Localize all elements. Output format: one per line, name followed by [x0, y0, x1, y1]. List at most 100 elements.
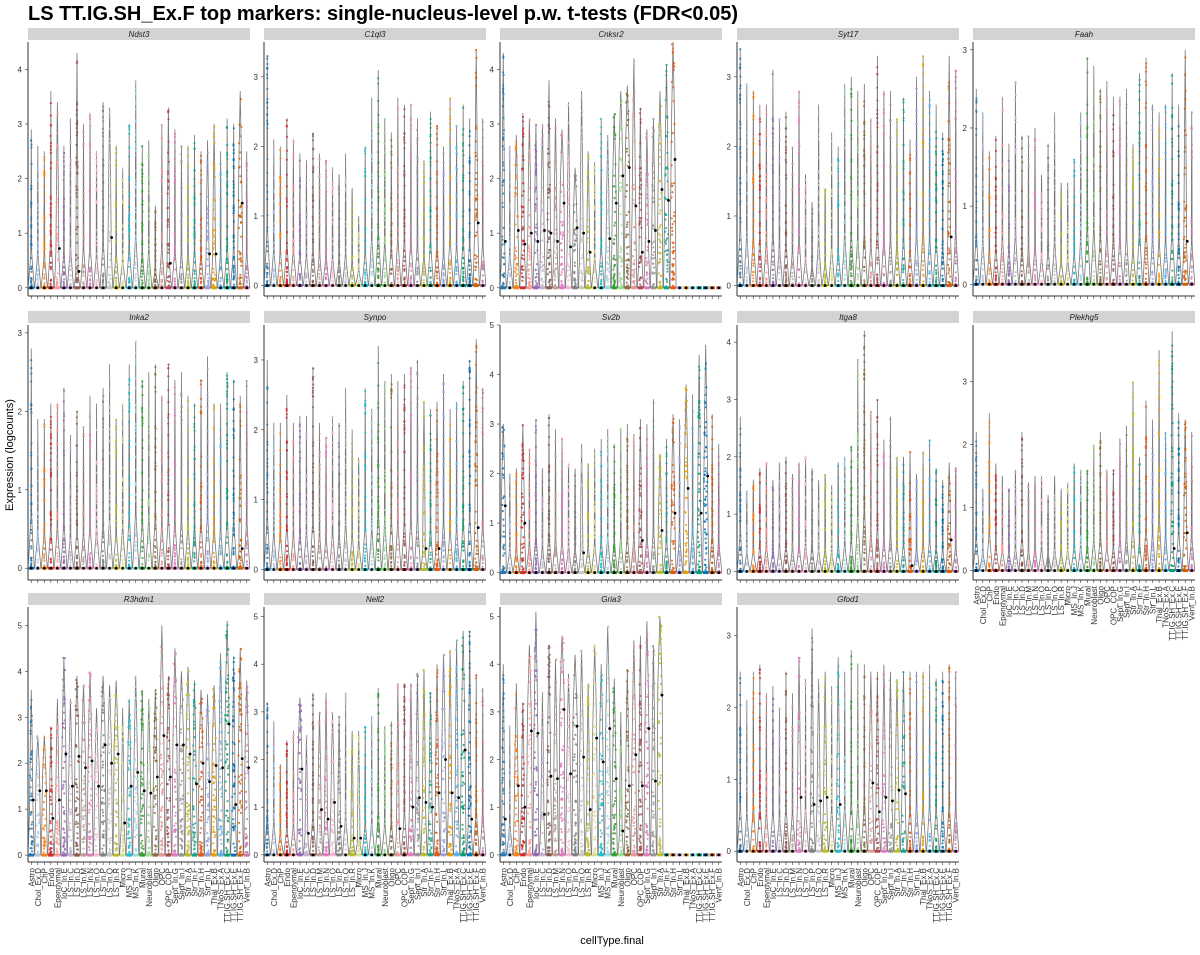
data-point: [778, 161, 780, 163]
data-point: [792, 205, 794, 207]
data-point: [403, 139, 405, 141]
data-point: [824, 268, 826, 270]
data-point: [233, 205, 235, 207]
data-point: [410, 244, 412, 246]
data-point: [135, 187, 137, 189]
data-point: [772, 274, 774, 276]
data-point: [772, 156, 774, 158]
data-point: [76, 62, 78, 64]
data-point: [843, 209, 845, 211]
data-point: [449, 259, 451, 261]
data-point: [462, 271, 464, 273]
data-point: [351, 278, 353, 280]
data-point: [233, 167, 235, 169]
data-point: [318, 276, 320, 278]
data-point: [529, 281, 531, 283]
data-point: [621, 186, 623, 188]
data-point: [75, 163, 77, 165]
data-point: [377, 245, 379, 247]
data-point: [371, 209, 373, 211]
data-point: [134, 236, 136, 238]
data-point: [89, 267, 91, 269]
data-point: [436, 196, 438, 198]
data-point: [416, 139, 418, 141]
data-point: [442, 264, 444, 266]
data-point: [220, 249, 222, 251]
data-point: [338, 269, 340, 271]
data-point: [752, 151, 754, 153]
median-point: [600, 286, 603, 289]
data-point: [266, 272, 268, 274]
median-point: [200, 286, 203, 289]
data-point: [70, 248, 72, 250]
data-point: [528, 269, 530, 271]
data-point: [547, 196, 549, 198]
data-point: [772, 201, 774, 203]
data-point: [135, 170, 137, 172]
data-point: [390, 193, 392, 195]
data-point: [292, 279, 294, 281]
data-point: [581, 210, 583, 212]
data-point: [529, 252, 531, 254]
data-point: [581, 228, 583, 230]
data-point: [568, 221, 570, 223]
data-point: [312, 133, 314, 135]
data-point: [455, 180, 457, 182]
data-point: [213, 271, 215, 273]
data-point: [89, 195, 91, 197]
data-point: [319, 215, 321, 217]
data-point: [509, 255, 511, 257]
data-point: [482, 274, 484, 276]
data-point: [765, 165, 767, 167]
data-point: [364, 239, 366, 241]
data-point: [535, 231, 537, 233]
data-point: [502, 145, 504, 147]
data-point: [76, 103, 78, 105]
data-point: [535, 174, 537, 176]
y-tick-label: 0: [727, 282, 732, 291]
data-point: [141, 222, 143, 224]
data-point: [240, 205, 242, 207]
data-point: [514, 271, 516, 273]
data-point: [154, 269, 156, 271]
data-point: [580, 99, 582, 101]
median-point: [462, 284, 465, 287]
data-point: [620, 224, 622, 226]
data-point: [785, 136, 787, 138]
violin-outline: [624, 86, 630, 288]
data-point: [187, 184, 189, 186]
data-point: [161, 272, 163, 274]
data-point: [503, 243, 505, 245]
data-point: [621, 257, 623, 259]
data-point: [108, 240, 110, 242]
y-tick-label: 2: [254, 142, 259, 151]
zero-band: [474, 284, 479, 287]
data-point: [115, 180, 117, 182]
median-point: [785, 284, 788, 287]
data-point: [640, 122, 642, 124]
data-point: [429, 190, 431, 192]
data-point: [469, 231, 471, 233]
data-point: [305, 246, 307, 248]
data-point: [567, 155, 569, 157]
data-point: [187, 194, 189, 196]
median-point: [830, 284, 833, 287]
data-point: [534, 252, 536, 254]
data-point: [779, 184, 781, 186]
data-point: [514, 254, 516, 256]
data-point: [817, 180, 819, 182]
data-point: [377, 200, 379, 202]
data-point: [50, 142, 52, 144]
data-point: [778, 120, 780, 122]
data-point: [469, 135, 471, 137]
data-point: [370, 271, 372, 273]
data-point: [665, 168, 667, 170]
data-point: [516, 164, 518, 166]
data-point: [267, 268, 269, 270]
data-point: [475, 208, 477, 210]
data-point: [476, 194, 478, 196]
violin-outline: [650, 118, 656, 287]
median-point: [43, 286, 46, 289]
data-point: [837, 263, 839, 265]
